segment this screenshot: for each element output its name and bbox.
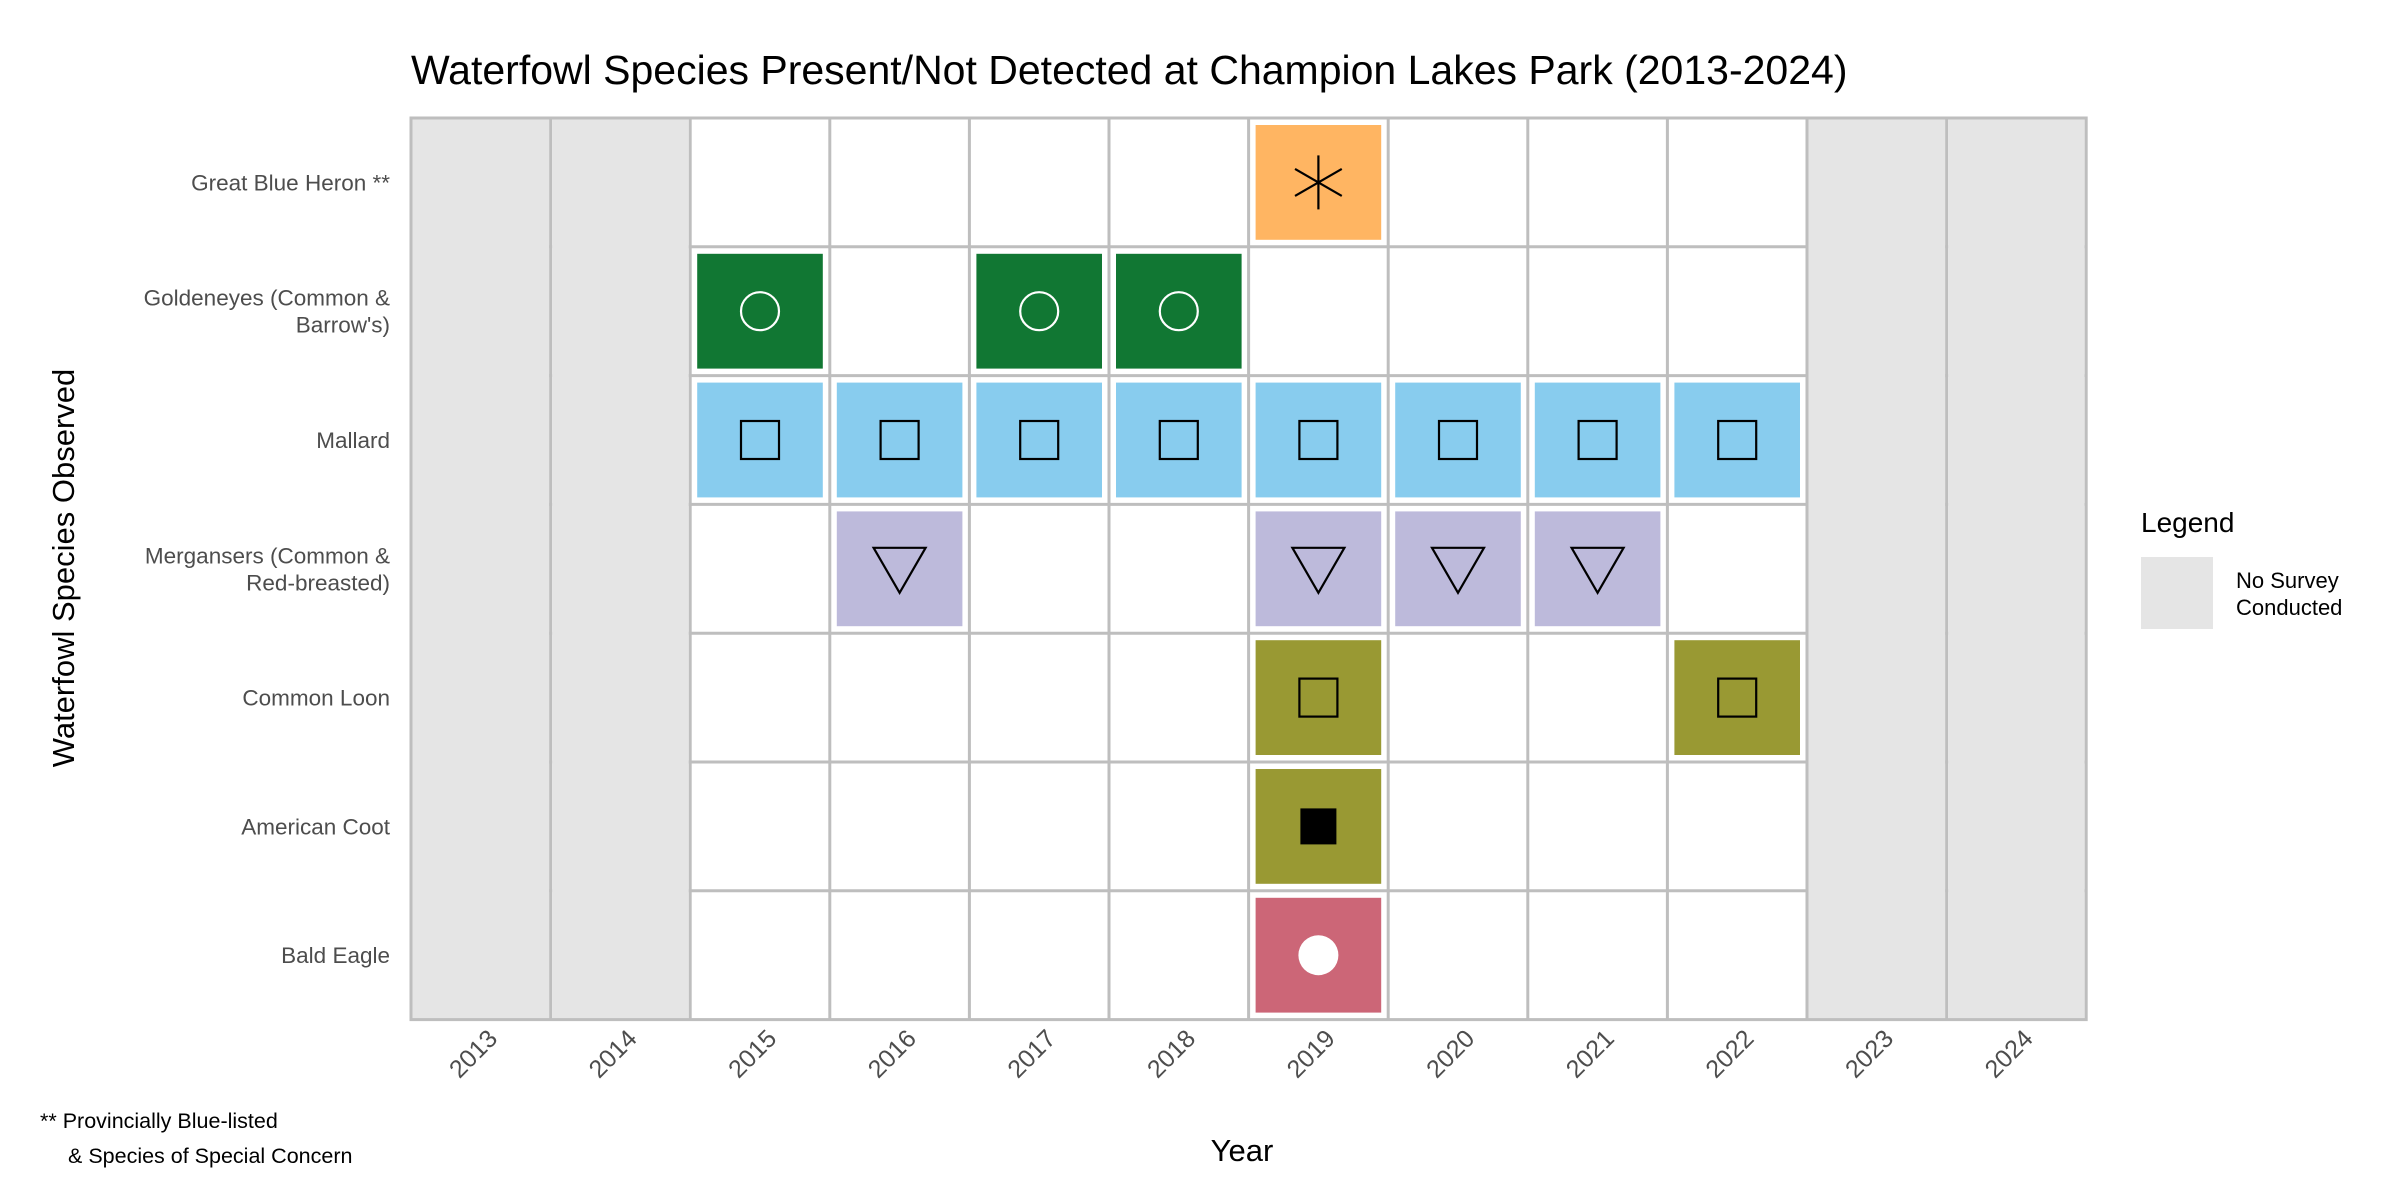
x-axis-title: Year [1211, 1133, 1274, 1168]
marker-open-circle-2018 [1158, 291, 1199, 332]
marker-down-triangle-2020 [1430, 546, 1486, 595]
marker-open-square-2019 [1298, 677, 1339, 718]
y-tick-label-line: Mergansers (Common & [145, 543, 390, 568]
marker-open-circle-2017 [1019, 291, 1060, 332]
y-tick-label-goldeneyes-common-barrow-s: Goldeneyes (Common & Barrow's) [144, 286, 390, 338]
y-tick-label-line: American Coot [241, 814, 391, 839]
tile-mergansers-common-red-breasted-2019 [1255, 511, 1382, 627]
marker-open-square-2021 [1577, 419, 1618, 461]
marker-filled-circle-2019 [1298, 935, 1339, 976]
y-tick-label-american-coot: American Coot [241, 814, 391, 839]
tile-mallard-2019 [1255, 382, 1382, 498]
marker-open-circle-2015 [739, 291, 781, 332]
footnote-line-2: & Species of Special Concern [68, 1144, 352, 1168]
y-tick-label-line: Goldeneyes (Common & [144, 286, 390, 311]
marker-filled-square-2019 [1300, 808, 1337, 845]
no-survey-column-2024 [1948, 118, 2085, 1020]
legend-key-no-survey [2141, 557, 2213, 629]
marker-down-triangle-2021 [1569, 546, 1626, 595]
marker-open-square-2022 [1717, 419, 1758, 461]
y-tick-label-mergansers-common-red-breasted: Mergansers (Common & Red-breasted) [145, 543, 390, 595]
y-tick-label-line: Bald Eagle [281, 943, 390, 968]
y-tick-label-line: Great Blue Heron ** [191, 170, 390, 195]
y-tick-label-bald-eagle: Bald Eagle [281, 943, 390, 968]
no-survey-column-2014 [552, 118, 689, 1020]
marker-down-triangle-2016 [871, 546, 928, 595]
tile-mallard-2018 [1116, 382, 1242, 498]
y-axis-title: Waterfowl Species Observed [46, 369, 81, 768]
tile-mallard-2015 [697, 382, 823, 498]
y-tick-label-line: Common Loon [242, 686, 390, 711]
footnote-line-1: ** Provincially Blue-listed [40, 1109, 278, 1133]
y-tick-label-line: Mallard [316, 428, 390, 453]
y-tick-label-line: Red-breasted) [246, 570, 390, 595]
marker-open-square-2015 [739, 419, 781, 461]
tile-mallard-2020 [1395, 382, 1521, 498]
y-tick-label-line: Barrow's) [296, 313, 390, 338]
tile-mergansers-common-red-breasted-2021 [1534, 511, 1661, 627]
marker-down-triangle-2019 [1290, 546, 1347, 595]
tile-common-loon-2019 [1255, 640, 1382, 755]
marker-open-square-2019 [1298, 419, 1339, 461]
y-axis-tick-labels: Great Blue Heron **Goldeneyes (Common & B… [144, 170, 391, 968]
no-survey-column-2023 [1808, 118, 1946, 1020]
y-tick-label-common-loon: Common Loon [242, 686, 390, 711]
footnote: ** Provincially Blue-listed & Species of … [40, 1109, 352, 1168]
marker-open-square-2018 [1158, 419, 1199, 461]
tile-common-loon-2022 [1674, 640, 1800, 755]
tile-goldeneyes-common-barrow-s-2015 [697, 253, 823, 369]
plot-panel [409, 116, 2088, 1022]
marker-open-square-2017 [1019, 419, 1060, 461]
tile-mallard-2016 [836, 382, 963, 498]
legend-label-line: No Survey [2236, 568, 2339, 593]
legend-label-line: Conducted [2236, 595, 2342, 620]
tile-mallard-2021 [1534, 382, 1661, 498]
tile-mallard-2017 [976, 382, 1102, 498]
tile-mallard-2022 [1674, 382, 1800, 498]
y-tick-label-mallard: Mallard [316, 428, 390, 453]
tile-goldeneyes-common-barrow-s-2017 [976, 253, 1102, 369]
legend-title: Legend [2141, 507, 2234, 538]
tile-mergansers-common-red-breasted-2016 [836, 511, 963, 627]
legend-label-no-survey: No Survey Conducted [2236, 568, 2342, 620]
chart-title: Waterfowl Species Present/Not Detected a… [411, 47, 1847, 93]
legend: Legend No Survey Conducted [2141, 507, 2342, 629]
marker-open-square-2016 [879, 419, 920, 461]
marker-open-square-2020 [1437, 419, 1479, 461]
no-survey-column-2013 [412, 118, 550, 1020]
asterisk-stroke [1294, 167, 1343, 197]
y-tick-label-great-blue-heron: Great Blue Heron ** [191, 170, 390, 195]
marker-asterisk-2019 [1294, 155, 1343, 210]
tile-mergansers-common-red-breasted-2020 [1395, 511, 1521, 627]
panel-border [409, 116, 2088, 1022]
tile-goldeneyes-common-barrow-s-2018 [1116, 253, 1242, 369]
marker-open-square-2022 [1717, 677, 1758, 718]
